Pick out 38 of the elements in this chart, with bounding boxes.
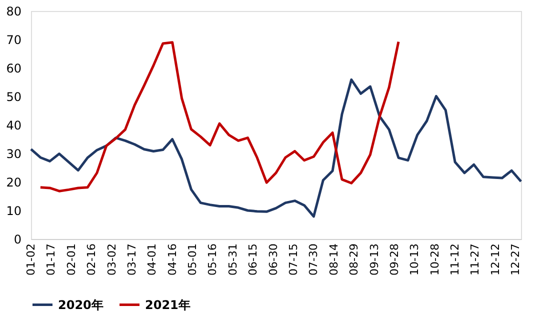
x-tick-label: 03-02 <box>105 244 118 276</box>
y-tick-label: 20 <box>6 176 22 190</box>
x-tick-label: 07-30 <box>307 244 320 276</box>
x-tick-label: 05-16 <box>206 244 220 276</box>
x-tick-label: 11-27 <box>468 244 482 276</box>
x-tick-label: 04-16 <box>166 244 179 276</box>
y-tick-label: 0 <box>14 232 22 246</box>
y-tick-label: 30 <box>6 147 22 161</box>
x-tick-label: 02-01 <box>64 244 78 276</box>
legend-label: 2021年 <box>145 298 190 312</box>
x-tick-label: 12-27 <box>509 244 522 276</box>
x-tick-label: 09-13 <box>368 244 381 276</box>
legend-label: 2020年 <box>58 298 104 312</box>
x-tick-label: 06-30 <box>266 244 280 276</box>
x-tick-label: 05-01 <box>186 244 200 276</box>
x-tick-label: 05-31 <box>226 244 240 276</box>
y-tick-label: 40 <box>6 118 22 132</box>
y-tick-label: 80 <box>6 4 22 18</box>
line-series <box>39 40 400 192</box>
x-tick-label: 10-13 <box>408 244 422 276</box>
x-tick-label: 10-28 <box>428 244 442 276</box>
x-tick-label: 06-15 <box>246 244 260 276</box>
line-series <box>30 78 522 218</box>
x-tick-label: 08-14 <box>327 244 340 276</box>
y-tick-label: 50 <box>6 90 22 104</box>
y-tick-label: 70 <box>6 33 22 47</box>
y-tick-label: 60 <box>6 62 22 76</box>
x-tick-label: 01-17 <box>44 244 58 276</box>
x-tick-label: 02-16 <box>85 244 98 276</box>
x-tick-label: 01-02 <box>24 244 38 276</box>
y-tick-label: 10 <box>6 204 22 218</box>
x-tick-label: 04-01 <box>146 244 159 276</box>
x-tick-label: 12-12 <box>488 244 502 276</box>
x-tick-label: 03-17 <box>125 244 138 276</box>
x-tick-label: 11-12 <box>448 244 462 276</box>
x-tick-label: 08-29 <box>348 244 361 276</box>
x-tick-label: 09-28 <box>388 244 401 276</box>
x-tick-label: 07-15 <box>287 244 300 276</box>
